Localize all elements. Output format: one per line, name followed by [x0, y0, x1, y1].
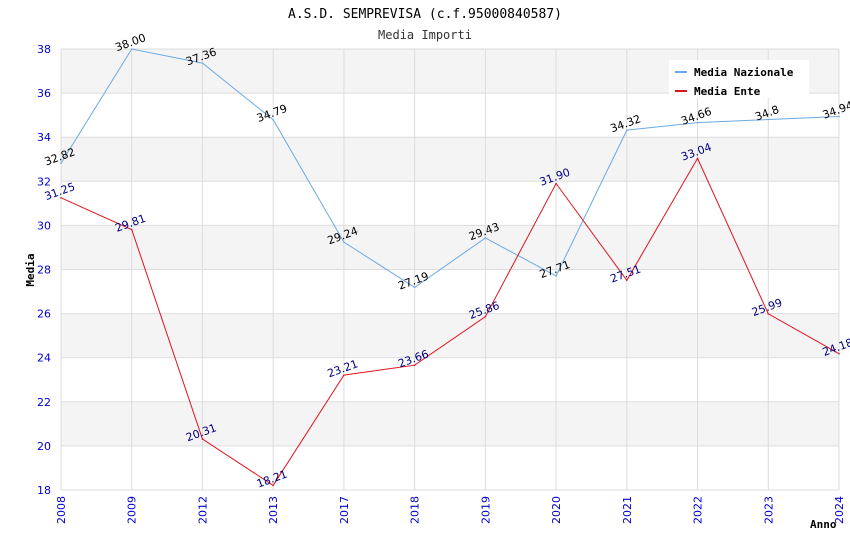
x-tick-label: 2022 — [692, 496, 705, 524]
y-tick-label: 28 — [37, 264, 51, 277]
y-tick-label: 36 — [37, 87, 51, 100]
data-point — [555, 275, 557, 277]
data-point — [696, 121, 699, 124]
y-tick-label: 30 — [37, 219, 51, 232]
x-tick-label: 2013 — [267, 496, 280, 524]
grid-band — [61, 313, 839, 358]
grid-bands — [61, 49, 839, 490]
x-axis-label: Anno — [810, 518, 837, 531]
data-point — [343, 241, 345, 243]
data-point — [201, 438, 204, 440]
data-point — [626, 279, 628, 282]
grid-band — [61, 93, 839, 138]
data-point — [272, 484, 274, 487]
x-tick-label: 2023 — [762, 496, 775, 524]
x-tick-label: 2024 — [833, 496, 846, 524]
data-point — [838, 352, 840, 355]
legend-entry: Media Nazionale — [694, 66, 794, 79]
chart-title: A.S.D. SEMPREVISA (c.f.95000840587) — [288, 7, 562, 22]
y-tick-labels: 18 20 22 24 26 28 30 32 34 36 38 — [37, 43, 51, 497]
data-point — [767, 118, 770, 121]
data-point — [696, 157, 699, 160]
x-tick-label: 2020 — [550, 496, 563, 524]
y-tick-label: 20 — [37, 440, 51, 453]
y-tick-label: 34 — [37, 131, 51, 144]
data-point — [60, 162, 62, 165]
data-point — [201, 62, 204, 64]
grid-band — [61, 401, 839, 446]
data-point — [767, 313, 770, 315]
data-point — [60, 197, 62, 199]
x-tick-label: 2012 — [196, 496, 209, 524]
data-point — [838, 115, 840, 118]
legend-box — [669, 60, 809, 98]
y-tick-label: 38 — [37, 43, 51, 56]
series-line — [60, 48, 840, 288]
data-point — [130, 48, 133, 50]
x-tick-label: 2021 — [621, 496, 634, 524]
grid-band — [61, 445, 839, 490]
data-point — [484, 237, 487, 239]
x-tick-label: 2019 — [479, 496, 492, 524]
legend: Media Nazionale Media Ente — [669, 60, 809, 98]
x-tick-label: 2018 — [409, 496, 422, 524]
grid-band — [61, 181, 839, 226]
x-tick-labels: 2008 2009 2012 2013 2017 2018 2019 2020 2021 2022… — [55, 496, 846, 524]
grid-band — [61, 269, 839, 314]
y-tick-label: 22 — [37, 396, 51, 409]
data-point — [130, 228, 133, 231]
x-tick-label: 2009 — [126, 496, 139, 524]
data-point — [272, 118, 274, 121]
y-tick-label: 32 — [37, 175, 51, 188]
legend-entry: Media Ente — [694, 85, 761, 98]
y-tick-label: 26 — [37, 308, 51, 321]
y-axis-label: Media — [24, 253, 37, 286]
data-point — [413, 364, 416, 366]
gridlines — [60, 48, 840, 491]
x-tick-label: 2008 — [55, 496, 68, 524]
data-point — [343, 374, 345, 376]
x-tick-label: 2017 — [338, 496, 351, 524]
data-point — [413, 286, 416, 289]
data-point — [555, 182, 557, 185]
y-tick-label: 24 — [37, 352, 51, 365]
data-point — [626, 129, 628, 131]
grid-band — [61, 357, 839, 402]
y-tick-label: 18 — [37, 484, 51, 497]
series-line — [60, 157, 840, 487]
grid-band — [61, 137, 839, 182]
data-point — [484, 315, 487, 318]
chart-subtitle: Media Importi — [378, 28, 472, 42]
